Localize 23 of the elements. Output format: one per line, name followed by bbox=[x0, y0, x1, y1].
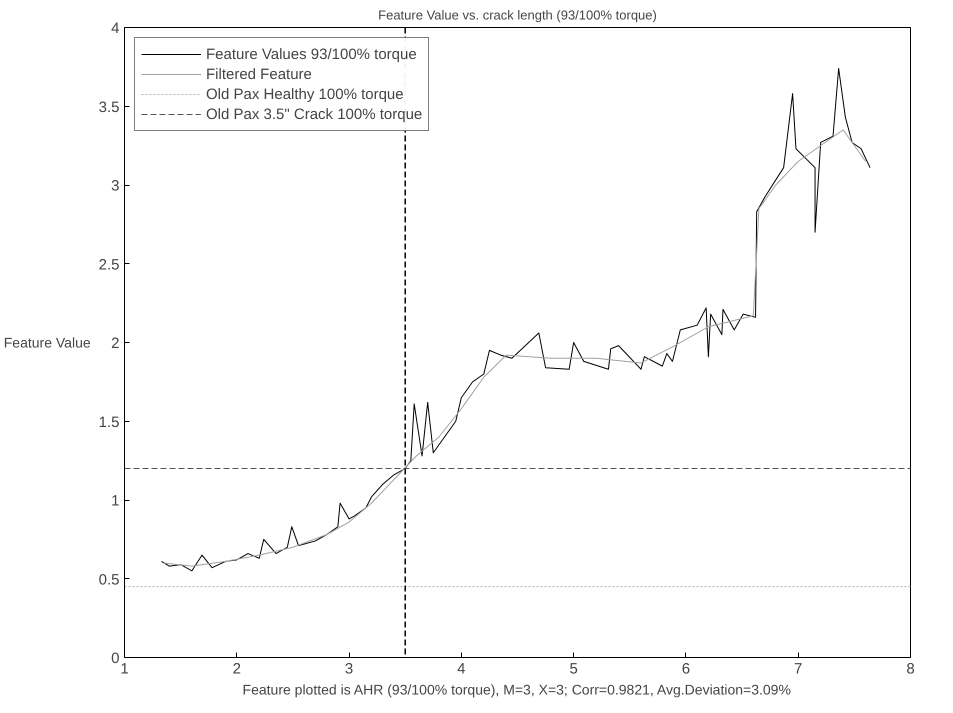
y-tick-label: 1 bbox=[111, 492, 120, 510]
x-tick-label: 5 bbox=[569, 660, 578, 678]
y-tick-label: 0 bbox=[111, 650, 120, 667]
x-tick-label: 3 bbox=[344, 660, 354, 678]
y-tick-label: 3.5 bbox=[98, 98, 120, 116]
y-tick-label: 2 bbox=[111, 335, 120, 352]
y-tick-label: 1.5 bbox=[98, 414, 120, 431]
legend-label: Old Pax Healthy 100% torque bbox=[206, 86, 404, 102]
y-tick-label: 0.5 bbox=[98, 571, 120, 588]
y-tick-label: 2.5 bbox=[98, 256, 120, 274]
y-tick-label: 4 bbox=[111, 20, 120, 37]
x-tick-label: 8 bbox=[906, 660, 915, 678]
legend-label: Filtered Feature bbox=[206, 66, 312, 82]
y-tick-label: 3 bbox=[111, 178, 120, 194]
legend-label: Old Pax 3.5" Crack 100% torque bbox=[206, 106, 422, 122]
legend-label: Feature Values 93/100% torque bbox=[206, 46, 417, 62]
chart-title: Feature Value vs. crack length (93/100% torque) bbox=[378, 8, 657, 22]
x-tick-label: 6 bbox=[682, 660, 690, 678]
x-tick-label: 4 bbox=[457, 660, 466, 678]
x-tick-label: 7 bbox=[794, 660, 802, 678]
y-axis-title: Feature Value bbox=[4, 334, 91, 350]
x-tick-label: 2 bbox=[232, 660, 241, 678]
x-axis-title: Feature plotted is AHR (93/100% torque), M=3, X=3; Corr=0.9821, Avg.Deviation=3.09% bbox=[242, 682, 791, 698]
